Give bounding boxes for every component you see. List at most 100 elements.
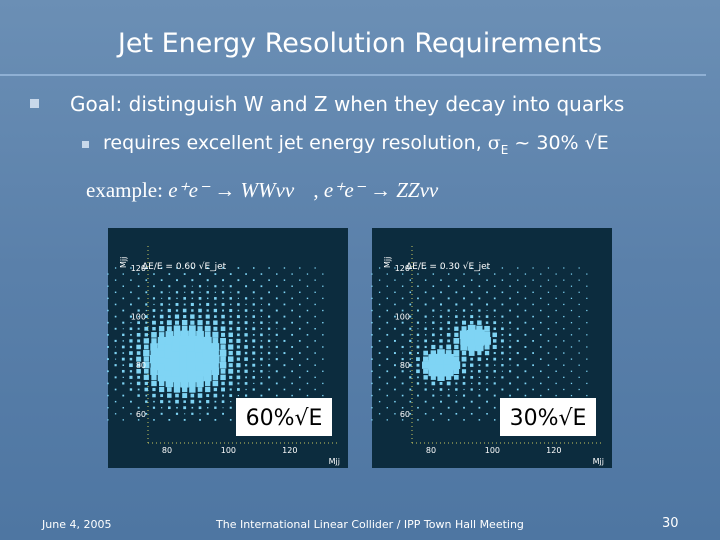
cell: [107, 285, 109, 287]
cell: [299, 267, 301, 269]
cell: [455, 395, 457, 397]
cell: [524, 309, 527, 312]
cell: [145, 279, 148, 281]
cell: [371, 297, 373, 300]
cell: [578, 376, 580, 378]
cell: [172, 336, 182, 346]
cell: [299, 376, 301, 379]
cell: [378, 315, 381, 318]
cell: [168, 406, 171, 410]
cell: [203, 373, 212, 382]
cell: [299, 303, 301, 306]
cell: [322, 321, 324, 324]
cell: [394, 327, 396, 330]
cell: [198, 406, 202, 410]
cell: [268, 388, 271, 391]
cell: [194, 341, 206, 353]
cell: [570, 309, 573, 312]
cell: [160, 400, 164, 404]
cell: [306, 297, 309, 300]
cell: [409, 351, 412, 355]
cell: [153, 303, 155, 306]
cell: [555, 346, 557, 348]
cell: [440, 322, 442, 324]
cell: [214, 297, 217, 300]
cell: [107, 273, 109, 275]
cell: [570, 370, 573, 372]
cell: [532, 327, 534, 330]
cell: [555, 273, 557, 275]
cell: [485, 363, 489, 367]
cell: [190, 393, 195, 398]
cell: [432, 419, 435, 421]
cell: [417, 419, 419, 421]
cell: [493, 382, 496, 385]
cell: [547, 364, 550, 366]
cell: [228, 381, 233, 386]
cell: [477, 350, 482, 356]
cell: [191, 297, 194, 300]
cell: [378, 340, 381, 342]
cell: [129, 351, 133, 355]
cell: [555, 370, 557, 372]
cell: [486, 291, 488, 294]
cell: [501, 327, 504, 331]
cell: [164, 366, 175, 377]
cell: [291, 285, 293, 287]
cell: [158, 380, 165, 387]
cell: [227, 356, 234, 362]
cell: [206, 291, 209, 294]
cell: [386, 297, 388, 300]
cell: [524, 333, 527, 336]
cell: [191, 412, 194, 415]
cell: [485, 388, 489, 391]
cell: [190, 314, 195, 319]
cell: [195, 348, 206, 359]
cell: [462, 320, 467, 325]
cell: [176, 267, 178, 269]
cell: [447, 309, 450, 312]
cell: [168, 291, 170, 293]
cell: [440, 400, 442, 403]
cell: [171, 366, 183, 377]
cell: [219, 361, 227, 369]
cell: [299, 388, 301, 391]
cell: [236, 357, 240, 361]
cell: [314, 279, 316, 281]
cell: [160, 267, 163, 269]
cell: [440, 395, 442, 397]
cell: [252, 370, 255, 373]
cell: [221, 332, 226, 337]
cell: [214, 406, 217, 409]
cell: [424, 388, 427, 391]
cell: [222, 407, 224, 409]
cell: [130, 382, 132, 385]
cell: [453, 338, 460, 344]
cell: [447, 388, 450, 391]
cell: [237, 388, 240, 391]
cell: [322, 382, 324, 385]
cell: [291, 297, 293, 300]
cell: [245, 327, 248, 330]
cell: [229, 309, 233, 312]
cell: [283, 388, 286, 391]
y-tick-label: 60: [400, 410, 410, 419]
cell: [150, 361, 158, 369]
cell: [260, 345, 263, 349]
index: E: [500, 142, 509, 157]
cell: [268, 376, 271, 379]
cell: [386, 370, 389, 373]
cell: [463, 406, 465, 409]
cell: [197, 326, 203, 332]
cell: [137, 388, 140, 391]
cell: [222, 285, 224, 287]
cell: [563, 364, 565, 366]
cell: [455, 382, 458, 385]
cell: [532, 291, 534, 293]
cell: [439, 345, 443, 349]
cell: [182, 393, 188, 399]
cell: [459, 330, 469, 340]
cell: [401, 394, 404, 397]
cell: [532, 279, 534, 281]
cell: [276, 273, 278, 275]
